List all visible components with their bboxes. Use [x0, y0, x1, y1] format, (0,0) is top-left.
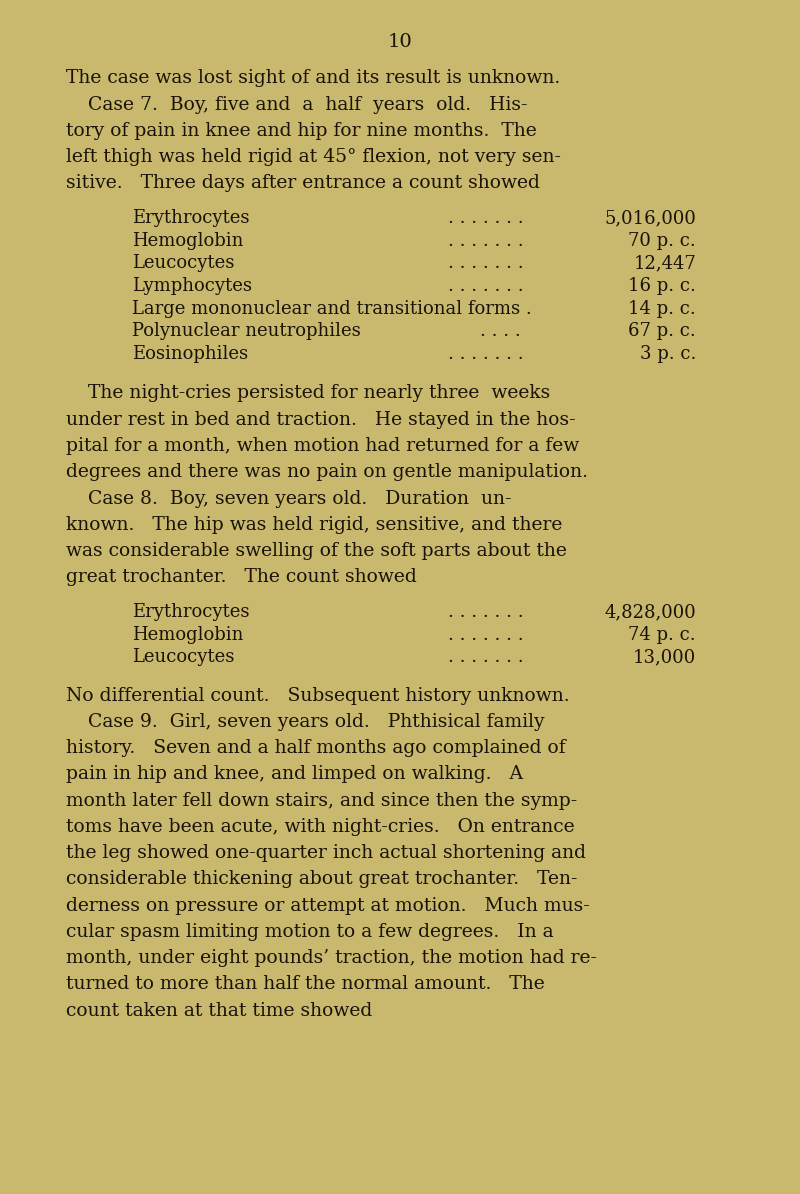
Text: Leucocytes: Leucocytes	[132, 254, 234, 272]
Text: Hemoglobin: Hemoglobin	[132, 626, 243, 644]
Text: pain in hip and knee, and limped on walking.   A: pain in hip and knee, and limped on walk…	[66, 765, 522, 783]
Text: 12,447: 12,447	[634, 254, 696, 272]
Text: Polynuclear neutrophiles: Polynuclear neutrophiles	[132, 322, 361, 340]
Text: 5,016,000: 5,016,000	[604, 209, 696, 227]
Text: pital for a month, when motion had returned for a few: pital for a month, when motion had retur…	[66, 437, 579, 455]
Text: considerable thickening about great trochanter.   Ten-: considerable thickening about great troc…	[66, 870, 577, 888]
Text: 3 p. c.: 3 p. c.	[640, 345, 696, 363]
Text: Erythrocytes: Erythrocytes	[132, 209, 250, 227]
Text: Large mononuclear and transitional forms .: Large mononuclear and transitional forms…	[132, 300, 532, 318]
Text: 14 p. c.: 14 p. c.	[628, 300, 696, 318]
Text: 70 p. c.: 70 p. c.	[628, 232, 696, 250]
Text: Lymphocytes: Lymphocytes	[132, 277, 252, 295]
Text: 16 p. c.: 16 p. c.	[628, 277, 696, 295]
Text: sitive.   Three days after entrance a count showed: sitive. Three days after entrance a coun…	[66, 174, 539, 192]
Text: . . . . . . .: . . . . . . .	[448, 626, 524, 644]
Text: . . . .: . . . .	[480, 322, 521, 340]
Text: . . . . . . .: . . . . . . .	[448, 648, 524, 666]
Text: great trochanter.   The count showed: great trochanter. The count showed	[66, 568, 416, 586]
Text: 10: 10	[388, 33, 412, 51]
Text: Case 7.  Boy, five and  a  half  years  old.   His-: Case 7. Boy, five and a half years old. …	[88, 96, 527, 113]
Text: Leucocytes: Leucocytes	[132, 648, 234, 666]
Text: 13,000: 13,000	[633, 648, 696, 666]
Text: month, under eight pounds’ traction, the motion had re-: month, under eight pounds’ traction, the…	[66, 949, 597, 967]
Text: No differential count.   Subsequent history unknown.: No differential count. Subsequent histor…	[66, 687, 570, 704]
Text: 4,828,000: 4,828,000	[604, 603, 696, 621]
Text: month later fell down stairs, and since then the symp-: month later fell down stairs, and since …	[66, 792, 577, 810]
Text: . . . . . . .: . . . . . . .	[448, 209, 524, 227]
Text: left thigh was held rigid at 45° flexion, not very sen-: left thigh was held rigid at 45° flexion…	[66, 148, 561, 166]
Text: Erythrocytes: Erythrocytes	[132, 603, 250, 621]
Text: Eosinophiles: Eosinophiles	[132, 345, 248, 363]
Text: . . . . . . .: . . . . . . .	[448, 232, 524, 250]
Text: count taken at that time showed: count taken at that time showed	[66, 1002, 372, 1020]
Text: the leg showed one-quarter inch actual shortening and: the leg showed one-quarter inch actual s…	[66, 844, 586, 862]
Text: history.   Seven and a half months ago complained of: history. Seven and a half months ago com…	[66, 739, 566, 757]
Text: derness on pressure or attempt at motion.   Much mus-: derness on pressure or attempt at motion…	[66, 897, 590, 915]
Text: The case was lost sight of and its result is unknown.: The case was lost sight of and its resul…	[66, 69, 560, 87]
Text: 74 p. c.: 74 p. c.	[628, 626, 696, 644]
Text: known.   The hip was held rigid, sensitive, and there: known. The hip was held rigid, sensitive…	[66, 516, 562, 534]
Text: toms have been acute, with night-cries.   On entrance: toms have been acute, with night-cries. …	[66, 818, 574, 836]
Text: degrees and there was no pain on gentle manipulation.: degrees and there was no pain on gentle …	[66, 463, 587, 481]
Text: Case 8.  Boy, seven years old.   Duration  un-: Case 8. Boy, seven years old. Duration u…	[88, 490, 511, 507]
Text: 67 p. c.: 67 p. c.	[628, 322, 696, 340]
Text: Case 9.  Girl, seven years old.   Phthisical family: Case 9. Girl, seven years old. Phthisica…	[88, 713, 545, 731]
Text: . . . . . . .: . . . . . . .	[448, 254, 524, 272]
Text: turned to more than half the normal amount.   The: turned to more than half the normal amou…	[66, 975, 544, 993]
Text: . . . . . . .: . . . . . . .	[448, 345, 524, 363]
Text: The night-cries persisted for nearly three  weeks: The night-cries persisted for nearly thr…	[88, 384, 550, 402]
Text: tory of pain in knee and hip for nine months.  The: tory of pain in knee and hip for nine mo…	[66, 122, 536, 140]
Text: was considerable swelling of the soft parts about the: was considerable swelling of the soft pa…	[66, 542, 566, 560]
Text: Hemoglobin: Hemoglobin	[132, 232, 243, 250]
Text: under rest in bed and traction.   He stayed in the hos-: under rest in bed and traction. He staye…	[66, 411, 575, 429]
Text: . . . . . . .: . . . . . . .	[448, 277, 524, 295]
Text: . . . . . . .: . . . . . . .	[448, 603, 524, 621]
Text: cular spasm limiting motion to a few degrees.   In a: cular spasm limiting motion to a few deg…	[66, 923, 554, 941]
